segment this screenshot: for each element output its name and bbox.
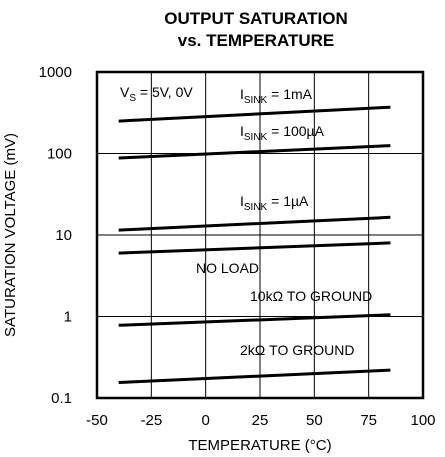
series-label-isink-100ua-main: I <box>240 123 244 139</box>
conditions-label: VS = 5V, 0V <box>120 84 193 104</box>
x-tick-label-3: 25 <box>252 412 269 429</box>
conditions-label-rest: = 5V, 0V <box>136 84 193 100</box>
series-label-2k-ground-main: 2kΩ TO GROUND <box>240 342 354 358</box>
series-line-10k-ground <box>118 313 391 327</box>
y-axis-label: SATURATION VOLTAGE (mV) <box>2 133 19 337</box>
conditions-label-main: V <box>120 84 130 100</box>
chart-series <box>118 105 391 384</box>
chart-grid <box>95 70 425 400</box>
series-line-2k-ground <box>118 368 391 384</box>
series-label-no-load-main: NO LOAD <box>196 260 259 276</box>
x-tick-label-6: 100 <box>410 412 435 429</box>
chart-ticks: -50 -25 0 25 50 75 100 0.1 1 10 100 1000 <box>39 64 436 429</box>
y-tick-label-0: 0.1 <box>51 390 72 407</box>
series-label-isink-1ma-subscript: SINK <box>244 95 268 106</box>
chart-axis-labels: TEMPERATURE (°C) SATURATION VOLTAGE (mV) <box>2 133 332 454</box>
series-label-10k-ground: 10kΩ TO GROUND <box>250 288 372 304</box>
series-label-isink-1ua-rest: = 1µA <box>267 193 309 209</box>
y-tick-label-2: 10 <box>55 227 72 244</box>
series-line-isink-1ua <box>118 215 391 232</box>
plot-frame <box>95 70 425 400</box>
series-label-isink-1ua-main: I <box>240 193 244 209</box>
series-label-2k-ground: 2kΩ TO GROUND <box>240 342 354 358</box>
x-tick-label-2: 0 <box>201 412 209 429</box>
y-tick-label-3: 100 <box>47 146 72 163</box>
x-tick-label-1: -25 <box>140 412 162 429</box>
series-label-isink-100ua: ISINK = 100µA <box>240 123 325 143</box>
series-label-isink-1ma: ISINK = 1mA <box>240 86 313 106</box>
chart-title-line-1: OUTPUT SATURATION <box>164 9 348 28</box>
series-label-isink-1ma-main: I <box>240 86 244 102</box>
series-label-10k-ground-main: 10kΩ TO GROUND <box>250 288 372 304</box>
chart-title-line-2: vs. TEMPERATURE <box>178 31 335 50</box>
series-label-no-load: NO LOAD <box>196 260 259 276</box>
x-axis-label: TEMPERATURE (°C) <box>188 437 331 454</box>
series-line-isink-100ua <box>118 144 391 160</box>
series-label-isink-1ua-subscript: SINK <box>244 202 268 213</box>
conditions-label-subscript: S <box>129 93 136 104</box>
series-label-isink-1ma-rest: = 1mA <box>267 86 312 102</box>
series-label-isink-100ua-subscript: SINK <box>244 132 268 143</box>
y-tick-label-4: 1000 <box>39 64 72 81</box>
x-tick-label-5: 75 <box>360 412 377 429</box>
series-label-isink-1ua: ISINK = 1µA <box>240 193 309 213</box>
y-tick-label-1: 1 <box>64 309 72 326</box>
series-line-no-load <box>118 241 391 255</box>
x-tick-label-4: 50 <box>306 412 323 429</box>
series-label-isink-100ua-rest: = 100µA <box>267 123 324 139</box>
x-tick-label-0: -50 <box>86 412 108 429</box>
series-line-isink-1ma <box>118 105 391 123</box>
chart-title: OUTPUT SATURATION vs. TEMPERATURE <box>164 9 348 50</box>
